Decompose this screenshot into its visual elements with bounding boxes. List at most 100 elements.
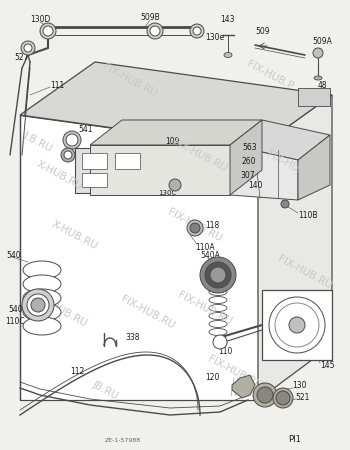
Circle shape bbox=[205, 262, 231, 288]
Text: FIX-HUB.P: FIX-HUB.P bbox=[245, 58, 295, 91]
Circle shape bbox=[63, 131, 81, 149]
Text: 521: 521 bbox=[295, 392, 309, 401]
Polygon shape bbox=[20, 62, 332, 148]
Text: 109: 109 bbox=[165, 138, 180, 147]
Text: 509: 509 bbox=[255, 27, 270, 36]
Ellipse shape bbox=[209, 297, 227, 303]
Ellipse shape bbox=[224, 53, 232, 58]
Polygon shape bbox=[90, 120, 262, 145]
Circle shape bbox=[147, 23, 163, 39]
Text: FIX-HUB.RU: FIX-HUB.RU bbox=[206, 354, 264, 391]
Bar bbox=[75, 148, 160, 193]
Circle shape bbox=[289, 317, 305, 333]
Text: 527: 527 bbox=[14, 54, 28, 63]
Circle shape bbox=[187, 220, 203, 236]
Text: FIX-HUB.RU: FIX-HUB.RU bbox=[276, 254, 334, 290]
Text: 563: 563 bbox=[242, 144, 257, 153]
Text: X-HUB.RU: X-HUB.RU bbox=[35, 159, 85, 191]
Text: 130C: 130C bbox=[93, 142, 111, 148]
Text: X-HUB.RU: X-HUB.RU bbox=[50, 219, 100, 252]
Polygon shape bbox=[230, 145, 298, 200]
Text: 145: 145 bbox=[320, 360, 335, 369]
Text: 307: 307 bbox=[240, 171, 255, 180]
Bar bbox=[82, 173, 107, 187]
Text: 112: 112 bbox=[70, 368, 84, 377]
Circle shape bbox=[22, 289, 54, 321]
Circle shape bbox=[200, 257, 236, 293]
Text: JB.RU: JB.RU bbox=[90, 379, 120, 401]
Circle shape bbox=[213, 335, 227, 349]
Polygon shape bbox=[258, 95, 332, 400]
Text: ZE-1-57988: ZE-1-57988 bbox=[105, 437, 141, 442]
Circle shape bbox=[281, 200, 289, 208]
Polygon shape bbox=[298, 135, 330, 200]
Text: 540A: 540A bbox=[200, 251, 220, 260]
Circle shape bbox=[210, 267, 226, 283]
Text: 130B: 130B bbox=[78, 150, 98, 159]
Ellipse shape bbox=[23, 303, 61, 321]
Ellipse shape bbox=[209, 288, 227, 296]
Circle shape bbox=[190, 223, 200, 233]
Text: 130: 130 bbox=[292, 381, 307, 390]
Text: 143: 143 bbox=[220, 15, 235, 24]
Text: FIX-HUB.RU: FIX-HUB.RU bbox=[176, 290, 234, 326]
Text: 540: 540 bbox=[6, 251, 21, 260]
Ellipse shape bbox=[209, 320, 227, 328]
Polygon shape bbox=[230, 120, 262, 195]
Text: 118: 118 bbox=[205, 220, 219, 230]
Text: 110: 110 bbox=[218, 347, 232, 356]
Circle shape bbox=[64, 151, 72, 159]
Text: 110A: 110A bbox=[195, 243, 215, 252]
Text: FIX-HUB.RU: FIX-HUB.RU bbox=[102, 62, 159, 99]
Circle shape bbox=[150, 26, 160, 36]
Text: 111: 111 bbox=[50, 81, 64, 90]
Text: 48: 48 bbox=[318, 81, 328, 90]
Polygon shape bbox=[232, 375, 255, 398]
Text: 130C: 130C bbox=[158, 190, 176, 196]
Circle shape bbox=[276, 391, 290, 405]
Text: FIX-HUB.P: FIX-HUB.P bbox=[265, 148, 315, 181]
Polygon shape bbox=[262, 290, 332, 360]
Circle shape bbox=[43, 26, 53, 36]
Circle shape bbox=[273, 388, 293, 408]
Ellipse shape bbox=[209, 328, 227, 336]
Text: 130D: 130D bbox=[30, 15, 50, 24]
Bar bbox=[115, 153, 140, 169]
Text: 140: 140 bbox=[248, 181, 262, 190]
Ellipse shape bbox=[23, 261, 61, 279]
Bar bbox=[82, 153, 107, 169]
Bar bbox=[298, 88, 330, 106]
Circle shape bbox=[269, 297, 325, 353]
Circle shape bbox=[257, 387, 273, 403]
Circle shape bbox=[61, 148, 75, 162]
Text: FIX-HUB.RU: FIX-HUB.RU bbox=[166, 207, 224, 243]
Text: FIX-HUB.RU: FIX-HUB.RU bbox=[172, 137, 229, 173]
Ellipse shape bbox=[314, 76, 322, 80]
Text: 120: 120 bbox=[205, 374, 219, 382]
Ellipse shape bbox=[209, 312, 227, 319]
Polygon shape bbox=[90, 145, 230, 195]
Text: FIX-HUB.RU: FIX-HUB.RU bbox=[32, 292, 89, 328]
Text: PI1: PI1 bbox=[288, 436, 301, 445]
Circle shape bbox=[193, 27, 201, 35]
Text: 338: 338 bbox=[125, 333, 140, 342]
Text: 509B: 509B bbox=[140, 14, 160, 22]
Text: 509A: 509A bbox=[312, 37, 332, 46]
Circle shape bbox=[66, 134, 78, 146]
Text: 110C: 110C bbox=[5, 318, 24, 327]
Ellipse shape bbox=[23, 317, 61, 335]
Ellipse shape bbox=[209, 305, 227, 311]
Circle shape bbox=[40, 23, 56, 39]
Ellipse shape bbox=[23, 275, 61, 293]
Circle shape bbox=[253, 383, 277, 407]
Circle shape bbox=[313, 48, 323, 58]
Ellipse shape bbox=[24, 295, 52, 315]
Circle shape bbox=[275, 303, 319, 347]
Ellipse shape bbox=[23, 289, 61, 307]
Text: 110B: 110B bbox=[298, 211, 317, 220]
Polygon shape bbox=[20, 115, 258, 400]
Text: 260: 260 bbox=[242, 158, 257, 166]
Text: FIX-HUB.RU: FIX-HUB.RU bbox=[119, 293, 177, 330]
Circle shape bbox=[27, 294, 49, 316]
Circle shape bbox=[31, 298, 45, 312]
